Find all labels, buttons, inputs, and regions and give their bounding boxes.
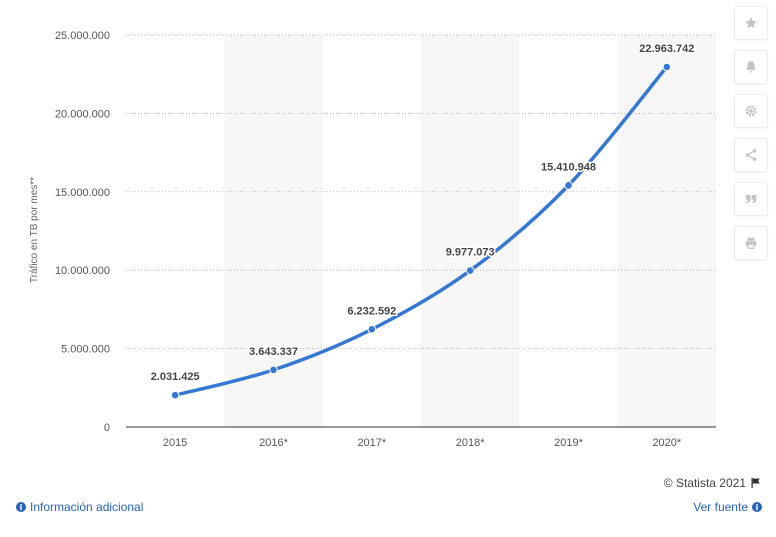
y-tick-label: 0 bbox=[104, 422, 110, 434]
data-label: 9.977.073 bbox=[446, 247, 495, 259]
info-icon: i bbox=[16, 502, 26, 512]
flag-icon[interactable] bbox=[750, 477, 762, 489]
data-point bbox=[564, 181, 573, 190]
additional-info-link[interactable]: i Información adicional bbox=[16, 500, 143, 514]
print-icon bbox=[745, 237, 757, 249]
print-button[interactable] bbox=[734, 226, 768, 260]
data-label: 2.031.425 bbox=[151, 371, 200, 383]
data-point bbox=[367, 324, 377, 334]
y-tick-label: 15.000.000 bbox=[55, 187, 110, 199]
star-icon bbox=[745, 17, 757, 29]
y-tick-label: 25.000.000 bbox=[55, 30, 110, 42]
additional-info-label: Información adicional bbox=[30, 500, 144, 514]
share-button[interactable] bbox=[734, 138, 768, 172]
favorite-button[interactable] bbox=[734, 6, 768, 40]
data-label: 6.232.592 bbox=[347, 305, 396, 317]
category-band bbox=[617, 35, 716, 427]
view-source-label: Ver fuente bbox=[693, 500, 748, 514]
y-tick-label: 20.000.000 bbox=[55, 108, 110, 120]
x-tick-label: 2018* bbox=[456, 437, 485, 449]
copyright: © Statista 2021 bbox=[664, 476, 762, 490]
series-line bbox=[173, 65, 669, 397]
x-tick-label: 2017* bbox=[357, 437, 386, 449]
bell-icon bbox=[746, 61, 756, 73]
y-tick-label: 10.000.000 bbox=[55, 265, 110, 277]
gear-icon bbox=[745, 105, 757, 117]
y-axis-label: Tráfico en TB por mes** bbox=[29, 177, 40, 283]
data-point bbox=[170, 390, 180, 400]
data-point bbox=[662, 62, 672, 72]
cite-button[interactable] bbox=[734, 182, 768, 216]
category-band bbox=[224, 35, 323, 427]
view-source-link[interactable]: Ver fuente i bbox=[693, 500, 762, 514]
quote-icon bbox=[745, 194, 757, 204]
x-tick-label: 2019* bbox=[554, 437, 583, 449]
share-icon bbox=[745, 149, 757, 161]
data-label: 3.643.337 bbox=[249, 346, 298, 358]
data-label: 22.963.742 bbox=[639, 43, 694, 55]
x-tick-label: 2016* bbox=[259, 437, 288, 449]
data-label: 15.410.948 bbox=[541, 161, 596, 173]
x-tick-label: 2015 bbox=[163, 437, 187, 449]
notification-button[interactable] bbox=[734, 50, 768, 84]
category-band bbox=[421, 35, 520, 427]
data-point bbox=[465, 266, 475, 275]
copyright-text: © Statista 2021 bbox=[663, 476, 746, 490]
x-tick-label: 2020* bbox=[652, 437, 681, 449]
settings-button[interactable] bbox=[734, 94, 768, 128]
toolbar bbox=[734, 6, 768, 270]
y-tick-label: 5.000.000 bbox=[61, 344, 110, 356]
info-icon: i bbox=[752, 502, 762, 512]
data-point bbox=[269, 365, 278, 375]
